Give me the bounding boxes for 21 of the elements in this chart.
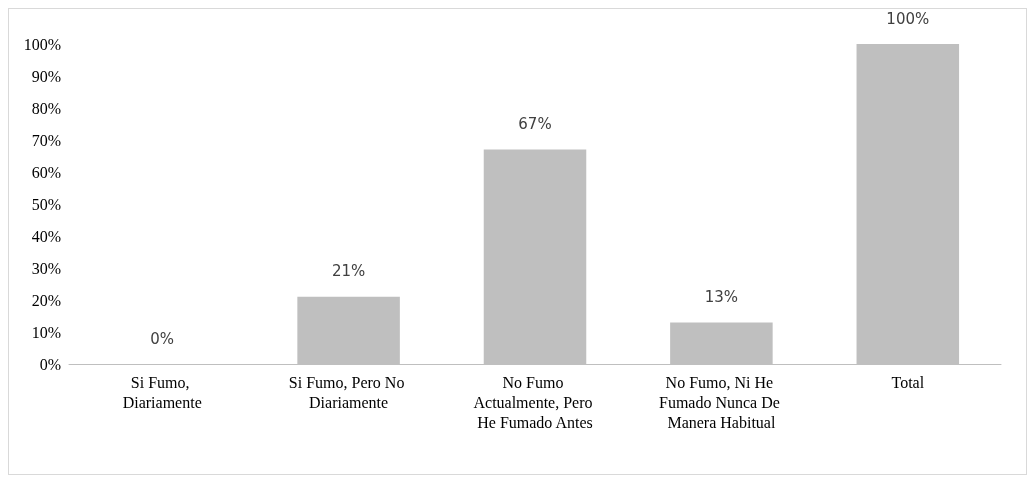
x-tick-label: No Fumo, Ni He Fumado Nunca De Manera Habitual: [658, 373, 784, 431]
x-tick-label: Si Fumo, Diariamente: [122, 373, 202, 411]
data-label: 67%: [518, 115, 552, 134]
data-label: 0%: [150, 329, 175, 348]
data-label: 21%: [331, 262, 366, 281]
y-tick-label: 20%: [31, 291, 61, 309]
y-tick-label: 40%: [31, 227, 61, 245]
y-tick-label: 80%: [31, 99, 61, 117]
y-tick-label: 30%: [31, 259, 61, 277]
y-tick-label: 100%: [23, 35, 61, 53]
y-tick-label: 70%: [31, 131, 61, 149]
y-tick-label: 50%: [31, 195, 61, 213]
data-label: 13%: [704, 287, 739, 306]
y-tick-label: 0%: [39, 355, 61, 373]
x-tick-label: Si Fumo, Pero No Diariamente: [288, 373, 409, 411]
x-tick-label: No Fumo Actualmente, Pero He Fumado Antes: [473, 373, 597, 431]
y-tick-label: 60%: [31, 163, 61, 181]
y-tick-label: 10%: [31, 323, 61, 341]
data-label: 100%: [886, 9, 930, 28]
y-tick-label: 90%: [31, 67, 61, 85]
x-tick-label: Total: [891, 373, 925, 391]
